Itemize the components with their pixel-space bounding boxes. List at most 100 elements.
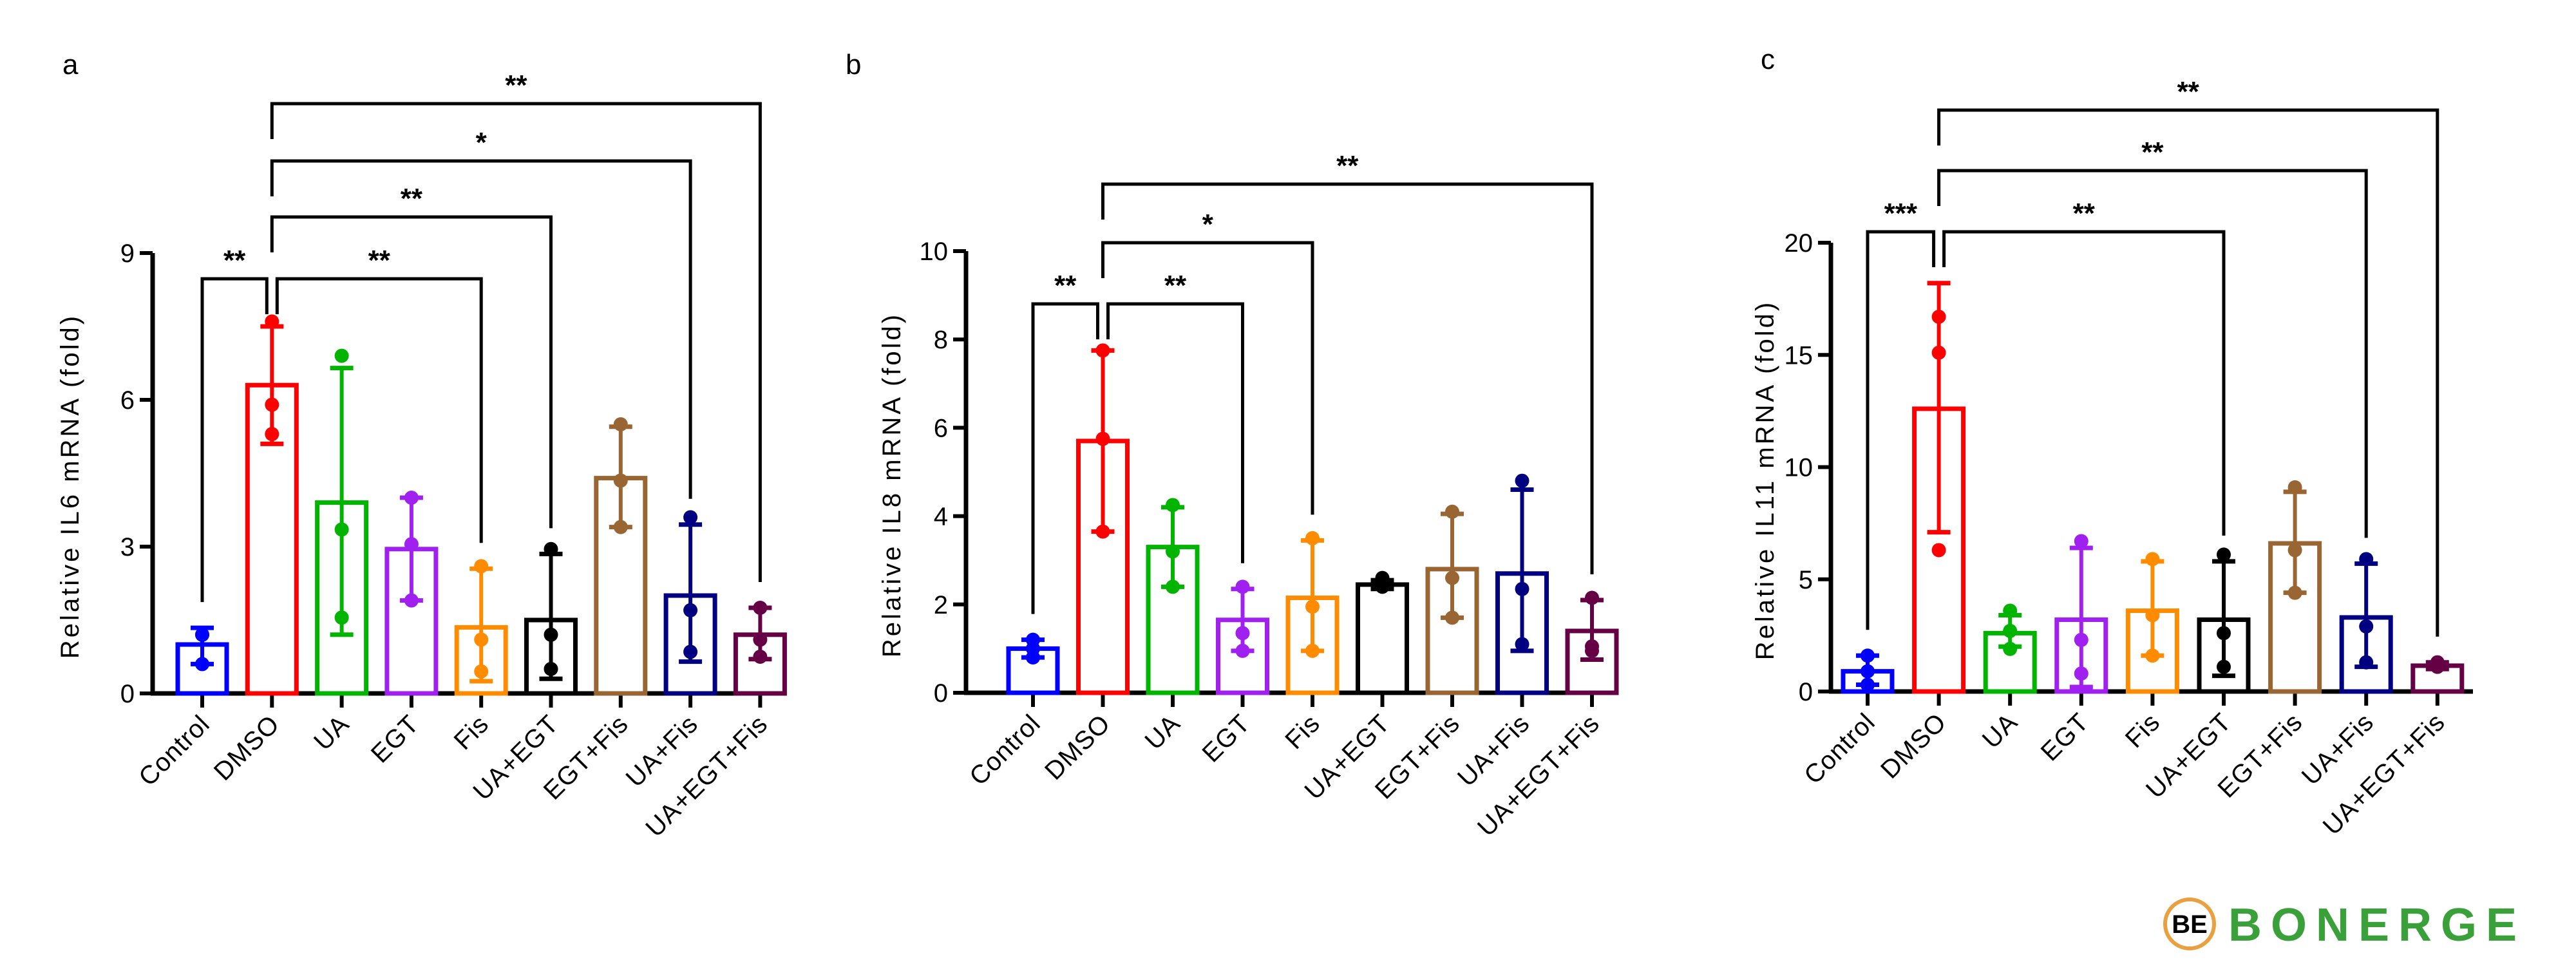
x-tick-label: UA+EGT+Fis: [2318, 708, 2450, 840]
significance-label: **: [2141, 136, 2164, 168]
x-tick-label: Fis: [1280, 709, 1325, 755]
data-point: [1931, 345, 1946, 360]
significance-bracket: [1942, 230, 2226, 536]
significance-bracket: [275, 277, 483, 543]
x-tick-label: UA: [1977, 708, 2023, 754]
significance-bracket: [1937, 169, 2368, 538]
data-point: [2287, 585, 2302, 600]
significance-label: **: [2073, 198, 2096, 229]
data-point: [2145, 648, 2160, 663]
significance-bracket: [1101, 241, 1314, 515]
logo-text: BONERGE: [2228, 899, 2526, 951]
x-tick-label: EGT: [366, 710, 424, 768]
data-point: [334, 610, 349, 625]
data-point: [1861, 664, 1875, 679]
data-point: [1585, 590, 1599, 605]
data-point: [1166, 579, 1180, 594]
data-point: [544, 541, 558, 556]
data-point: [683, 603, 698, 617]
data-point: [683, 510, 698, 525]
bonerge-logo: BE BONERGE: [2163, 898, 2526, 951]
significance-label: **: [1054, 270, 1077, 301]
data-point: [2074, 534, 2088, 549]
x-tick-label: DMSO: [1039, 709, 1116, 786]
y-tick-label: 5: [1799, 566, 1813, 594]
data-point: [2359, 552, 2374, 567]
data-point: [404, 537, 419, 552]
data-point: [1861, 677, 1875, 692]
significance-bracket: [270, 159, 692, 499]
logo-mark-icon: [2163, 898, 2216, 950]
significance-label: **: [401, 183, 423, 214]
data-point: [2430, 659, 2445, 674]
x-tick-label: EGT: [2036, 708, 2094, 766]
data-point: [474, 632, 489, 647]
significance-label: *: [1202, 209, 1214, 240]
data-point: [2359, 619, 2374, 634]
data-point: [474, 664, 489, 679]
y-tick-label: 15: [1785, 341, 1814, 370]
significance-bracket: [200, 277, 269, 603]
significance-bracket: [1106, 302, 1244, 563]
data-point: [1026, 650, 1040, 665]
y-axis-label: Relative IL6 mRNA (fold): [56, 314, 84, 659]
data-point: [1931, 310, 1946, 325]
significance-label: **: [2177, 76, 2200, 108]
data-point: [1861, 648, 1875, 663]
y-tick-label: 9: [120, 240, 135, 268]
data-point: [2145, 552, 2160, 567]
y-tick-label: 6: [120, 386, 135, 415]
x-tick-label: DMSO: [1875, 708, 1952, 784]
data-point: [1305, 599, 1320, 614]
y-tick-label: 3: [120, 533, 135, 561]
data-point: [1515, 473, 1530, 488]
y-tick-label: 10: [1785, 454, 1814, 482]
data-point: [1305, 643, 1320, 658]
data-point: [2287, 543, 2302, 558]
data-point: [683, 644, 698, 659]
data-point: [1375, 579, 1390, 594]
significance-label: **: [368, 245, 391, 276]
data-point: [2217, 626, 2231, 641]
data-point: [753, 601, 768, 615]
data-point: [334, 348, 349, 363]
data-point: [613, 473, 628, 488]
y-tick-label: 20: [1785, 229, 1814, 258]
data-point: [1515, 637, 1530, 652]
data-point: [2359, 655, 2374, 670]
significance-label: ***: [1884, 198, 1918, 229]
data-point: [753, 650, 768, 664]
panel-c: c 0 5 10 15 20 Relative IL11 mRNA (fold) Contro…: [1751, 44, 2473, 841]
data-point: [2145, 608, 2160, 623]
bar: [1356, 582, 1409, 695]
significance-bracket: [270, 102, 762, 582]
data-point: [2217, 547, 2231, 562]
y-tick-label: 10: [920, 238, 949, 266]
panel-label: b: [846, 49, 861, 80]
y-axis-label: Relative IL11 mRNA (fold): [1751, 300, 1779, 660]
data-point: [404, 491, 419, 505]
x-tick-label: Control: [1799, 708, 1880, 789]
data-point: [2003, 603, 2018, 618]
data-point: [1445, 570, 1459, 585]
panel-b: b 0 2 4 6 8 10 Relative IL8 mRNA (fold) ControlD…: [846, 49, 1619, 842]
significance-label: **: [1164, 270, 1187, 301]
data-point: [404, 593, 419, 608]
data-point: [753, 632, 768, 647]
data-point: [613, 417, 628, 431]
y-tick-label: 4: [934, 503, 948, 531]
significance-label: *: [476, 127, 488, 158]
x-tick-label: EGT: [1197, 709, 1255, 767]
data-point: [1166, 544, 1180, 559]
significance-bracket: [1866, 230, 1936, 630]
data-point: [265, 314, 279, 329]
y-axis-label: Relative IL8 mRNA (fold): [878, 312, 906, 657]
data-point: [613, 520, 628, 534]
significance-bracket: [270, 215, 553, 529]
data-point: [195, 657, 209, 672]
x-tick-label: UA+EGT+Fis: [640, 710, 773, 842]
data-point: [2003, 623, 2018, 638]
significance-bracket: [1937, 108, 2439, 637]
data-point: [1585, 643, 1599, 658]
